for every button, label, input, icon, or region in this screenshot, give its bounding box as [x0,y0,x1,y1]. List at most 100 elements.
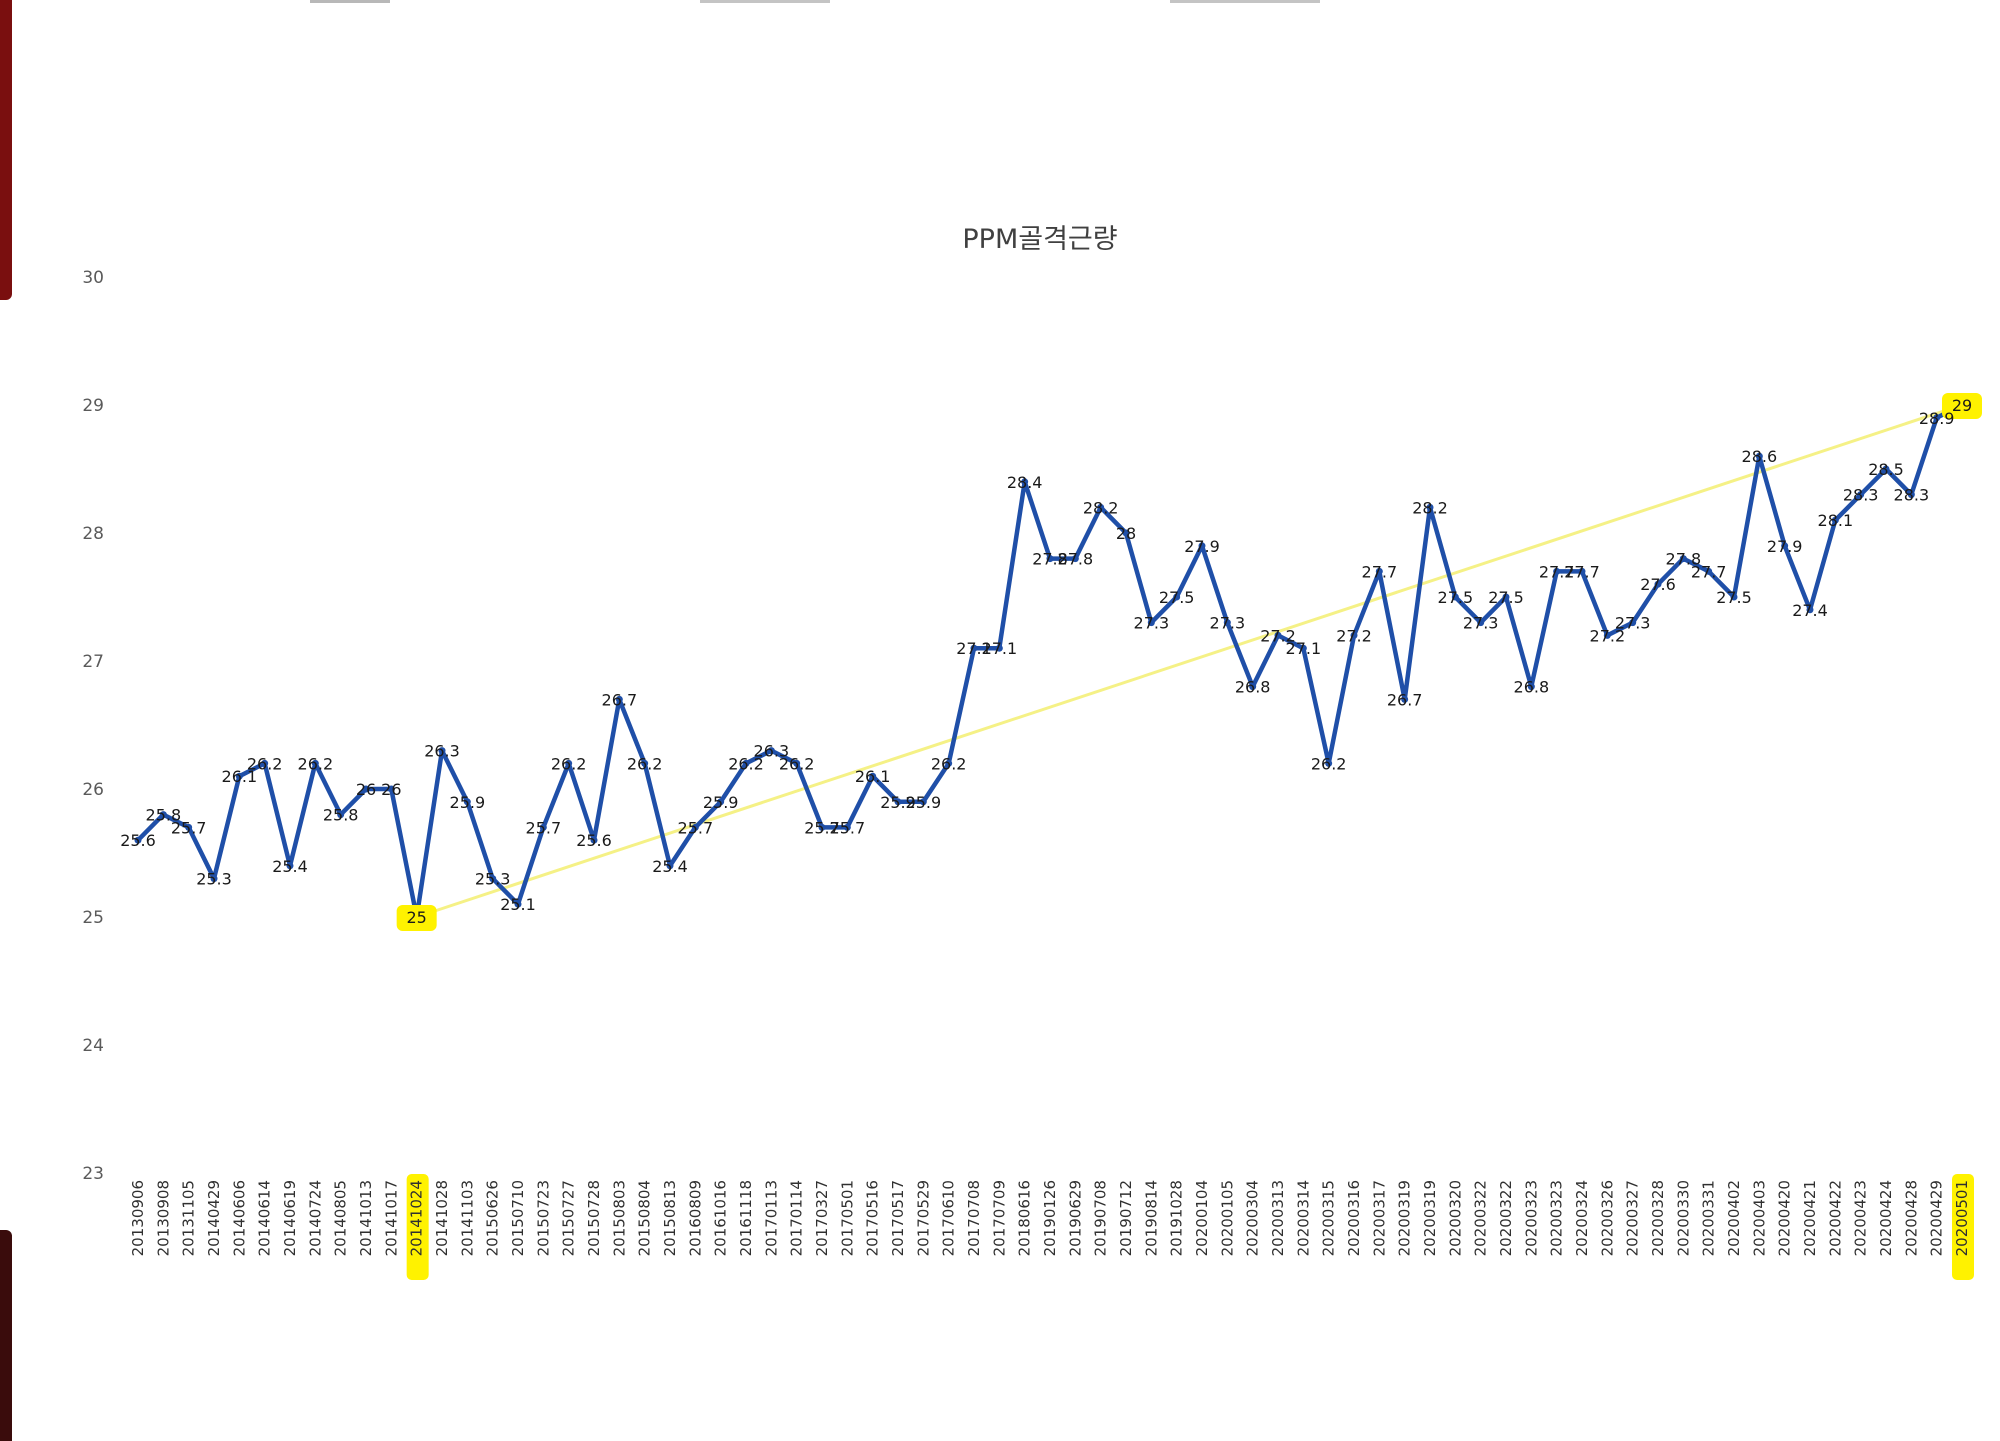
data-label: 25.7 [678,818,714,837]
data-label: 25.6 [120,831,156,850]
data-point [1325,759,1333,767]
x-tick-label: 20200328 [1649,1180,1667,1256]
data-point [134,836,142,844]
data-point [1730,593,1738,601]
data-label: 26.2 [551,754,587,773]
data-label-highlight [1942,393,1982,419]
data-label: 27.3 [1134,614,1170,633]
data-label: 26.3 [754,742,790,761]
x-tick-label: 20200501 [1953,1180,1971,1256]
data-point [818,823,826,831]
x-tick-label: 20200314 [1294,1180,1312,1256]
data-point [1831,516,1839,524]
scan-smudge [1170,0,1320,3]
data-point [489,875,497,883]
x-tick-label: 20200313 [1269,1180,1287,1256]
x-tick-label: 20160809 [686,1180,704,1256]
x-tick-label: 20200323 [1522,1180,1540,1256]
data-label: 27.3 [1615,614,1651,633]
data-point [1705,567,1713,575]
data-label: 25.3 [196,870,232,889]
x-tick-label: 20161016 [712,1180,730,1256]
data-label: 26.2 [728,754,764,773]
data-point [1502,593,1510,601]
x-tick-label: 20140614 [256,1180,274,1256]
x-tick-label: 20200322 [1497,1180,1515,1256]
data-label: 25.6 [576,831,612,850]
data-label: 25.8 [146,806,182,825]
data-point [894,798,902,806]
x-tick-label: 20191028 [1168,1180,1186,1256]
data-label: 28.6 [1742,447,1778,466]
data-point [362,785,370,793]
data-point [1046,555,1054,563]
x-label-highlight [1952,1174,1974,1280]
data-point [666,862,674,870]
data-label: 27.1 [1286,639,1322,658]
data-point [1401,695,1409,703]
data-point [514,900,522,908]
data-point [1451,593,1459,601]
x-tick-label: 20200322 [1472,1180,1490,1256]
data-label: 28.5 [1868,460,1904,479]
x-tick-label: 20200304 [1244,1180,1262,1256]
data-label: 27.5 [1159,588,1195,607]
x-tick-label: 20200319 [1421,1180,1439,1256]
x-tick-label: 20200331 [1700,1180,1718,1256]
data-label: 27.2 [1590,626,1626,645]
data-label: 27.2 [1336,626,1372,645]
x-tick-label: 20170114 [788,1180,806,1256]
data-point [261,759,269,767]
data-point [185,823,193,831]
data-point [1477,619,1485,627]
data-point [311,759,319,767]
x-tick-label: 20200429 [1928,1180,1946,1256]
data-point [919,798,927,806]
data-label: 27.5 [1716,588,1752,607]
data-label: 26.7 [602,690,638,709]
data-point [1071,555,1079,563]
x-tick-label: 20150727 [560,1180,578,1256]
data-point [1375,567,1383,575]
data-point [463,798,471,806]
data-label: 28.4 [1007,473,1043,492]
y-tick-label: 27 [82,652,104,672]
data-point [159,811,167,819]
data-label: 28.1 [1818,511,1854,530]
data-point [387,785,395,793]
x-label-highlights [406,1174,1974,1280]
x-tick-label: 20200327 [1624,1180,1642,1256]
data-label: 27.6 [1640,575,1676,594]
data-label: 27.2 [1260,626,1296,645]
data-label: 27.9 [1184,537,1220,556]
x-tick-label: 20170709 [990,1180,1008,1256]
x-tick-label: 20140619 [281,1180,299,1256]
data-point [1781,542,1789,550]
data-point [767,747,775,755]
x-tick-label: 20170327 [813,1180,831,1256]
x-tick-label: 20150728 [585,1180,603,1256]
data-point [1223,619,1231,627]
data-label: 25.8 [323,806,359,825]
data-label: 26.2 [931,754,967,773]
data-label: 25.4 [272,857,308,876]
y-tick-label: 26 [82,780,104,800]
data-point [1173,593,1181,601]
data-labels: 25.625.825.725.326.126.225.426.225.826 26… [120,396,1972,927]
x-tick-label: 20200330 [1674,1180,1692,1256]
trend-line-path [416,403,1963,919]
data-label: 27.8 [1032,550,1068,569]
data-label: 26.7 [1387,690,1423,709]
data-label: 25.9 [880,793,916,812]
data-label: 25.7 [171,818,207,837]
data-point [641,759,649,767]
data-label: 27.5 [1438,588,1474,607]
y-tick-label: 25 [82,908,104,928]
series-line [134,401,1966,921]
x-tick-label: 20200315 [1320,1180,1338,1256]
data-label: 26.2 [1311,754,1347,773]
x-tick-label: 20190629 [1066,1180,1084,1256]
data-point [1603,631,1611,639]
x-tick-label: 20200422 [1826,1180,1844,1256]
data-label: 28.3 [1894,486,1930,505]
